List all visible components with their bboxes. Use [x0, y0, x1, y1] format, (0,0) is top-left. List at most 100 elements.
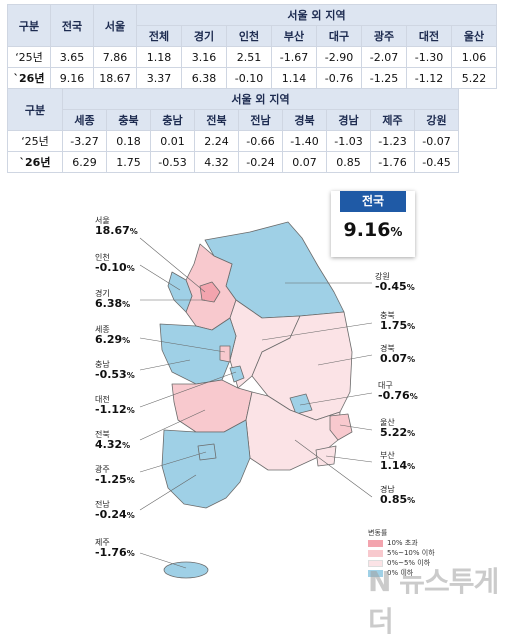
korea-map [139, 221, 373, 579]
header-outside-seoul: 서울 외 지역 [136, 4, 497, 26]
region-header: 인천 [226, 25, 272, 47]
region-name: 경남 [380, 485, 395, 494]
callout-gyeongbuk: 경북 0.07% [380, 344, 416, 366]
region-name: 울산 [380, 418, 395, 427]
region-name: 전북 [95, 430, 110, 439]
region-value: -1.25 [95, 473, 127, 487]
row-label: ‘25년 [7, 130, 63, 152]
callout-incheon: 인천 -0.10% [95, 253, 135, 275]
region-value: -0.53 [95, 368, 127, 382]
cell-value: -0.76 [316, 67, 362, 89]
table-row: `26년 6.29 1.75 -0.53 4.32 -0.24 0.07 0.8… [7, 151, 459, 173]
region-header: 제주 [370, 109, 415, 131]
cell-nation: 9.16 [50, 67, 94, 89]
callout-busan: 부산 1.14% [380, 451, 416, 473]
region-name: 경기 [95, 289, 110, 298]
legend-swatch [368, 559, 383, 567]
region-value: 5.22 [380, 426, 408, 440]
cell-value: -0.24 [238, 151, 283, 173]
cell-value: 6.38 [181, 67, 227, 89]
legend-label: 0%~5% 이하 [387, 559, 431, 567]
region-value: 0.07 [380, 352, 408, 366]
region-header: 세종 [62, 109, 107, 131]
national-value: 9.16 [343, 219, 391, 241]
callout-jeju: 제주 -1.76% [95, 538, 135, 560]
legend-title: 변동률 [368, 529, 388, 537]
cell-value: 0.07 [282, 151, 327, 173]
cell-value: -0.53 [150, 151, 195, 173]
region-value: -1.12 [95, 403, 127, 417]
cell-seoul: 7.86 [93, 46, 137, 68]
cell-value: -1.67 [271, 46, 317, 68]
region-seoul [199, 281, 221, 303]
region-name: 세종 [95, 325, 110, 334]
region-name: 인천 [95, 253, 110, 262]
header-gubun: 구분 [7, 4, 51, 47]
legend-label: 5%~10% 이하 [387, 549, 435, 557]
cell-value: 3.37 [136, 67, 182, 89]
region-value: -0.45 [375, 280, 407, 294]
region-ulsan [329, 413, 353, 441]
cell-value: 2.51 [226, 46, 272, 68]
region-incheon [167, 271, 193, 313]
region-jeonnam [161, 419, 251, 509]
header-gubun: 구분 [7, 88, 63, 131]
callout-ulsan: 울산 5.22% [380, 418, 416, 440]
callout-gyeonggi: 경기 6.38% [95, 289, 131, 311]
callout-sejong: 세종 6.29% [95, 325, 131, 347]
callout-seoul: 서울 18.67% [95, 216, 138, 238]
region-value: 4.32 [95, 438, 123, 452]
legend-swatch [368, 539, 383, 547]
region-value: 6.38 [95, 297, 123, 311]
cell-value: -1.76 [370, 151, 415, 173]
cell-value: 6.29 [62, 151, 107, 173]
region-name: 충북 [380, 311, 395, 320]
cell-value: 1.75 [106, 151, 151, 173]
cell-value: -0.45 [414, 151, 459, 173]
cell-value: 0.01 [150, 130, 195, 152]
price-table-1: 구분 전국 서울 서울 외 지역 전체 경기 인천 부산 대구 광주 대전 울산… [7, 4, 497, 89]
region-value: 18.67 [95, 224, 130, 238]
region-header: 대전 [406, 25, 452, 47]
region-name: 충남 [95, 360, 110, 369]
cell-value: 4.32 [194, 151, 239, 173]
region-name: 서울 [95, 216, 110, 225]
cell-value: -1.25 [361, 67, 407, 89]
region-header: 충북 [106, 109, 151, 131]
region-value: -0.10 [95, 261, 127, 275]
cell-value: -0.07 [414, 130, 459, 152]
table-row: ‘25년 -3.27 0.18 0.01 2.24 -0.66 -1.40 -1… [7, 130, 459, 152]
table-row: `26년 9.16 18.67 3.37 6.38 -0.10 1.14 -0.… [7, 67, 497, 89]
legend-label: 10% 초과 [387, 539, 418, 547]
legend-swatch [368, 569, 383, 577]
cell-nation: 3.65 [50, 46, 94, 68]
region-name: 광주 [95, 465, 110, 474]
cell-value: -1.23 [370, 130, 415, 152]
table-row: ‘25년 3.65 7.86 1.18 3.16 2.51 -1.67 -2.9… [7, 46, 497, 68]
region-value: -1.76 [95, 546, 127, 560]
region-value: -0.76 [378, 389, 410, 403]
row-label: ‘25년 [7, 46, 51, 68]
region-header: 부산 [271, 25, 317, 47]
region-name: 대전 [95, 395, 110, 404]
region-header: 경기 [181, 25, 227, 47]
region-value: 1.75 [380, 319, 408, 333]
region-name: 대구 [378, 381, 393, 390]
region-value: 6.29 [95, 333, 123, 347]
cell-seoul: 18.67 [93, 67, 137, 89]
header-outside-seoul: 서울 외 지역 [62, 88, 459, 110]
callout-gwangju: 광주 -1.25% [95, 465, 135, 487]
watermark: N 뉴스투게더 [368, 565, 499, 638]
callout-chungnam: 충남 -0.53% [95, 360, 135, 382]
cell-value: -1.40 [282, 130, 327, 152]
callout-daejeon: 대전 -1.12% [95, 395, 135, 417]
region-header: 울산 [451, 25, 497, 47]
legend-label: 0% 이하 [387, 569, 414, 577]
region-name: 경북 [380, 344, 395, 353]
map-legend: 변동률 10% 초과 5%~10% 이하 0%~5% 이하 0% 이하 [368, 528, 435, 578]
price-table-2: 구분 서울 외 지역 세종 충북 충남 전북 전남 경북 경남 제주 강원 ‘2… [7, 88, 459, 173]
national-label: 전국 [340, 191, 406, 212]
cell-value: 1.06 [451, 46, 497, 68]
region-jeju [163, 561, 209, 579]
region-name: 제주 [95, 538, 110, 547]
